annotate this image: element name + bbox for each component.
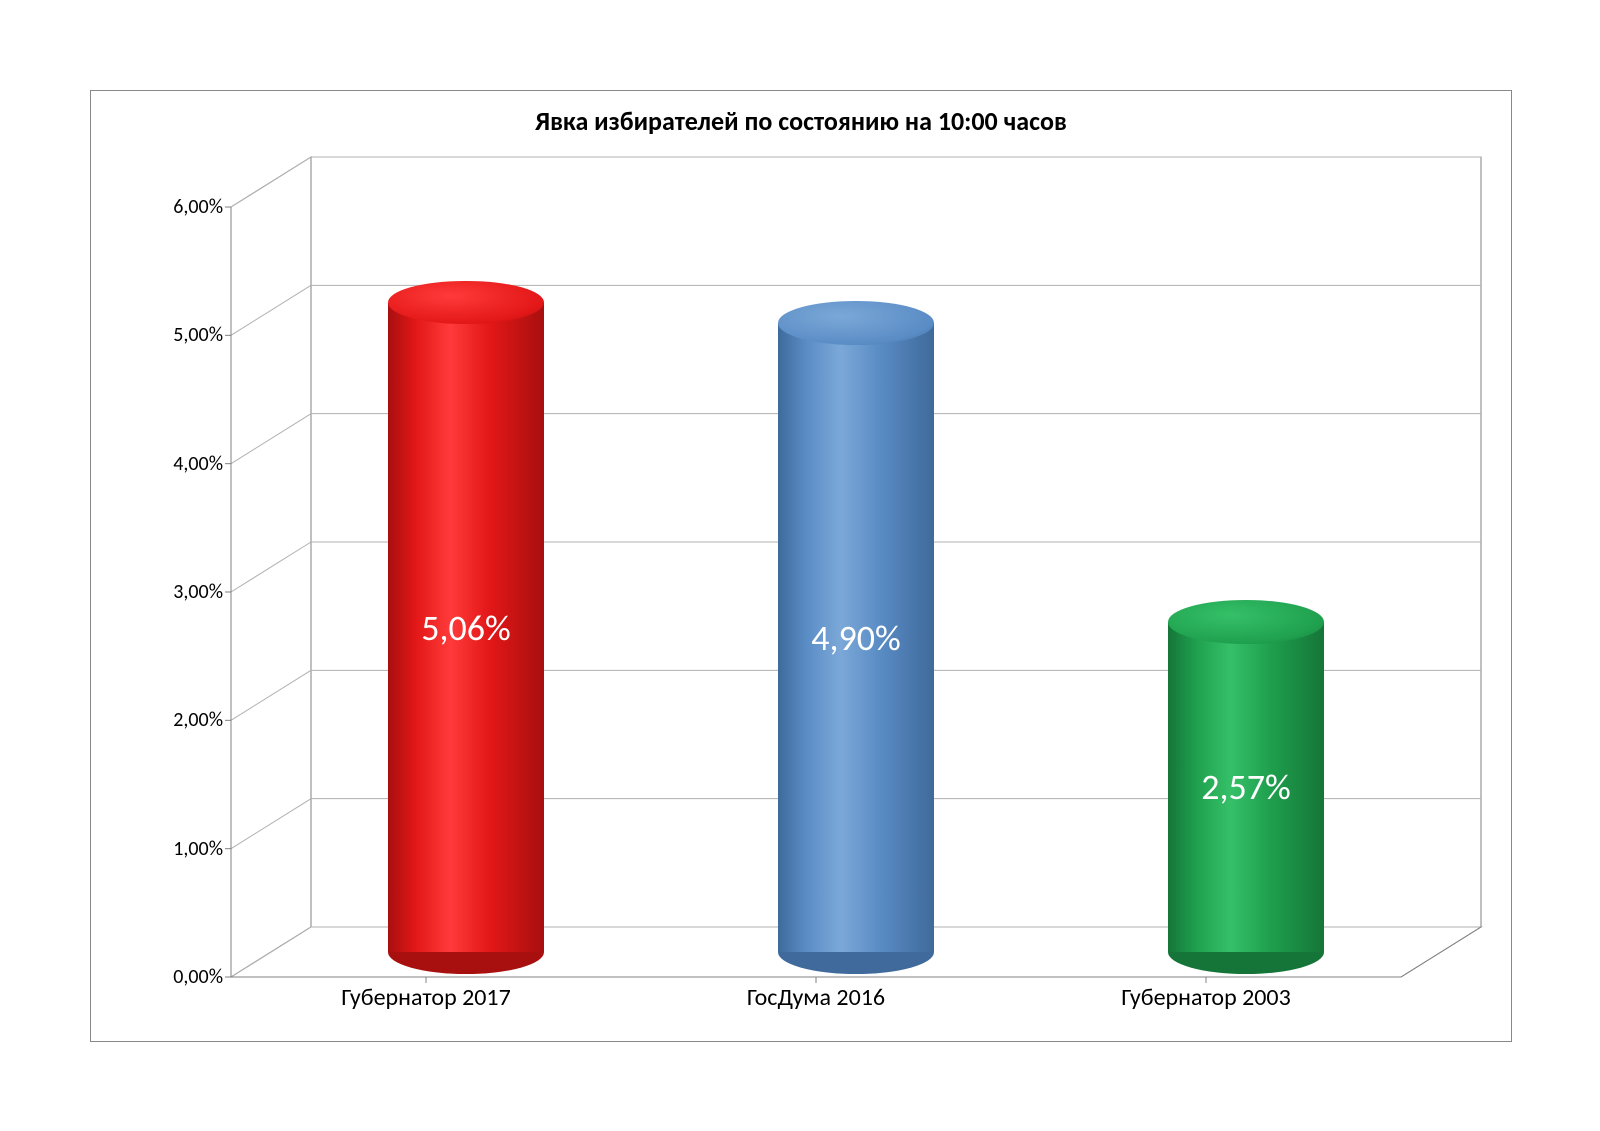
- plot-area: 5,06% 4,90% 2,57%: [231, 157, 1481, 977]
- chart-frame: Явка избирателей по состоянию на 10:00 ч…: [90, 90, 1512, 1042]
- y-tick-label: 6,00%: [173, 195, 223, 219]
- y-axis-ticks: 0,00%1,00%2,00%3,00%4,00%5,00%6,00%: [91, 157, 231, 977]
- y-tick-label: 0,00%: [173, 965, 223, 989]
- x-tick-label: Губернатор 2003: [1121, 983, 1291, 1012]
- bar-cylinder: 2,57%: [1168, 600, 1324, 973]
- bar-cylinder: 5,06%: [388, 281, 544, 974]
- y-tick-label: 2,00%: [173, 708, 223, 732]
- bars-layer: 5,06% 4,90% 2,57%: [231, 157, 1481, 977]
- y-tick-label: 4,00%: [173, 452, 223, 476]
- chart-title: Явка избирателей по состоянию на 10:00 ч…: [91, 105, 1511, 137]
- y-tick-label: 3,00%: [173, 580, 223, 604]
- y-tick-label: 1,00%: [173, 837, 223, 861]
- x-tick-label: Губернатор 2017: [341, 983, 511, 1012]
- x-tick-label: ГосДума 2016: [747, 983, 885, 1012]
- bar-cylinder: 4,90%: [778, 301, 934, 974]
- y-tick-label: 5,00%: [173, 323, 223, 347]
- x-axis-ticks: Губернатор 2017 ГосДума 2016 Губернатор 20…: [231, 977, 1481, 1037]
